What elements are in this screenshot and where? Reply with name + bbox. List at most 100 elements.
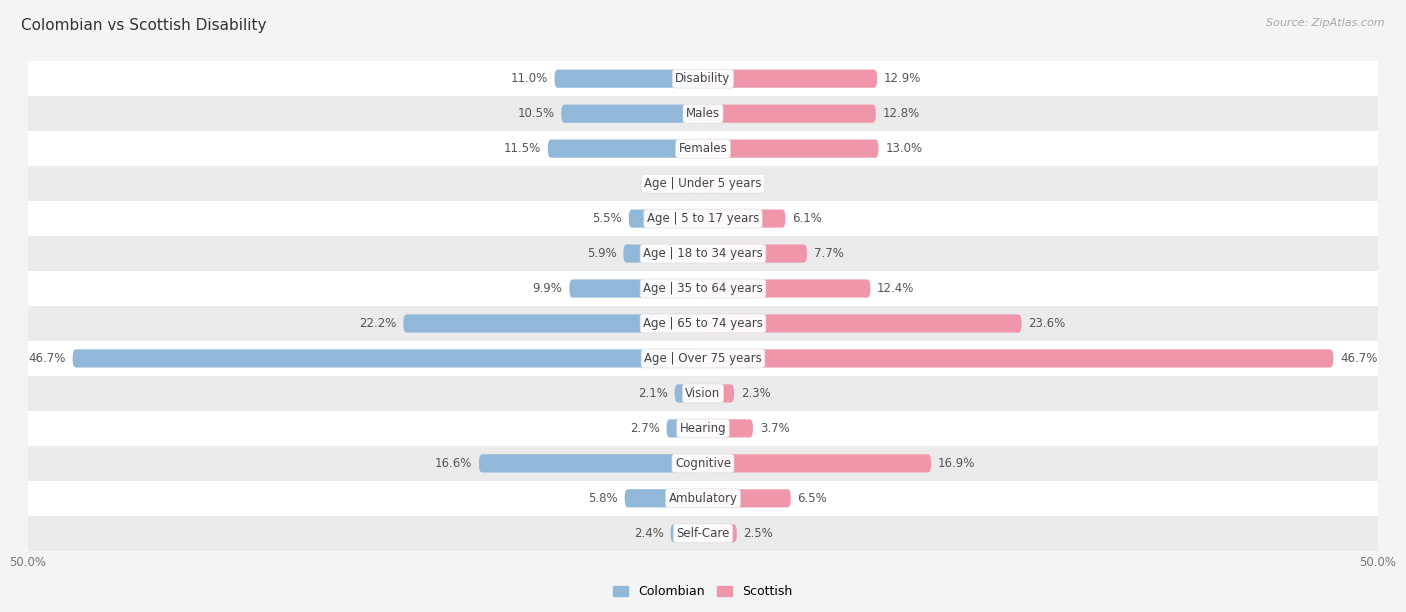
FancyBboxPatch shape	[703, 244, 807, 263]
FancyBboxPatch shape	[675, 384, 703, 403]
Text: 23.6%: 23.6%	[1028, 317, 1066, 330]
FancyBboxPatch shape	[28, 376, 1378, 411]
FancyBboxPatch shape	[554, 70, 703, 88]
Text: 16.9%: 16.9%	[938, 457, 976, 470]
FancyBboxPatch shape	[703, 489, 790, 507]
Bar	[569, 280, 703, 297]
FancyBboxPatch shape	[624, 489, 703, 507]
Text: Age | 65 to 74 years: Age | 65 to 74 years	[643, 317, 763, 330]
FancyBboxPatch shape	[28, 446, 1378, 481]
Text: 6.5%: 6.5%	[797, 492, 827, 505]
Text: 2.1%: 2.1%	[638, 387, 668, 400]
FancyBboxPatch shape	[703, 524, 737, 542]
FancyBboxPatch shape	[686, 174, 703, 193]
Bar	[628, 209, 703, 228]
Bar	[703, 419, 754, 438]
FancyBboxPatch shape	[703, 209, 786, 228]
Bar	[703, 524, 737, 542]
Bar	[703, 70, 877, 88]
FancyBboxPatch shape	[28, 306, 1378, 341]
Text: 9.9%: 9.9%	[533, 282, 562, 295]
FancyBboxPatch shape	[671, 524, 703, 542]
Text: Hearing: Hearing	[679, 422, 727, 435]
Text: 13.0%: 13.0%	[886, 142, 922, 155]
FancyBboxPatch shape	[703, 70, 877, 88]
Bar	[703, 315, 1022, 332]
Text: Vision: Vision	[685, 387, 721, 400]
Text: 16.6%: 16.6%	[434, 457, 472, 470]
Text: Age | 5 to 17 years: Age | 5 to 17 years	[647, 212, 759, 225]
FancyBboxPatch shape	[569, 280, 703, 297]
Text: 5.9%: 5.9%	[586, 247, 617, 260]
Bar	[666, 419, 703, 438]
FancyBboxPatch shape	[28, 341, 1378, 376]
Bar	[703, 209, 786, 228]
FancyBboxPatch shape	[703, 315, 1022, 332]
FancyBboxPatch shape	[548, 140, 703, 158]
Text: Age | 35 to 64 years: Age | 35 to 64 years	[643, 282, 763, 295]
Bar	[623, 244, 703, 263]
Bar	[703, 140, 879, 158]
FancyBboxPatch shape	[28, 481, 1378, 516]
FancyBboxPatch shape	[703, 105, 876, 123]
Text: 46.7%: 46.7%	[28, 352, 66, 365]
Bar	[73, 349, 703, 368]
Text: 2.4%: 2.4%	[634, 527, 664, 540]
Text: Colombian vs Scottish Disability: Colombian vs Scottish Disability	[21, 18, 267, 34]
FancyBboxPatch shape	[73, 349, 703, 368]
Text: Disability: Disability	[675, 72, 731, 85]
Legend: Colombian, Scottish: Colombian, Scottish	[609, 580, 797, 603]
Text: Age | Over 75 years: Age | Over 75 years	[644, 352, 762, 365]
FancyBboxPatch shape	[28, 61, 1378, 96]
Text: 46.7%: 46.7%	[1340, 352, 1378, 365]
Text: 12.9%: 12.9%	[884, 72, 921, 85]
Text: 11.5%: 11.5%	[503, 142, 541, 155]
Bar	[703, 489, 790, 507]
Bar	[404, 315, 703, 332]
FancyBboxPatch shape	[28, 236, 1378, 271]
Text: 10.5%: 10.5%	[517, 107, 554, 120]
FancyBboxPatch shape	[561, 105, 703, 123]
Text: 11.0%: 11.0%	[510, 72, 548, 85]
Text: 22.2%: 22.2%	[359, 317, 396, 330]
Bar	[703, 174, 724, 193]
Bar	[548, 140, 703, 158]
Bar	[554, 70, 703, 88]
Bar	[703, 105, 876, 123]
Bar	[703, 454, 931, 472]
Text: 5.8%: 5.8%	[588, 492, 619, 505]
Bar	[671, 524, 703, 542]
FancyBboxPatch shape	[703, 384, 734, 403]
Bar	[675, 384, 703, 403]
FancyBboxPatch shape	[479, 454, 703, 472]
Text: 2.5%: 2.5%	[744, 527, 773, 540]
FancyBboxPatch shape	[28, 96, 1378, 131]
FancyBboxPatch shape	[703, 454, 931, 472]
Text: 2.7%: 2.7%	[630, 422, 659, 435]
Bar	[686, 174, 703, 193]
FancyBboxPatch shape	[703, 140, 879, 158]
FancyBboxPatch shape	[28, 166, 1378, 201]
FancyBboxPatch shape	[623, 244, 703, 263]
Text: 12.4%: 12.4%	[877, 282, 914, 295]
FancyBboxPatch shape	[28, 516, 1378, 551]
FancyBboxPatch shape	[28, 271, 1378, 306]
FancyBboxPatch shape	[703, 280, 870, 297]
Text: Age | Under 5 years: Age | Under 5 years	[644, 177, 762, 190]
FancyBboxPatch shape	[628, 209, 703, 228]
Text: Cognitive: Cognitive	[675, 457, 731, 470]
Text: 2.3%: 2.3%	[741, 387, 770, 400]
FancyBboxPatch shape	[28, 201, 1378, 236]
Text: 3.7%: 3.7%	[759, 422, 789, 435]
Text: 5.5%: 5.5%	[592, 212, 621, 225]
FancyBboxPatch shape	[404, 315, 703, 332]
FancyBboxPatch shape	[28, 131, 1378, 166]
Bar	[561, 105, 703, 123]
Text: Self-Care: Self-Care	[676, 527, 730, 540]
Text: 6.1%: 6.1%	[792, 212, 823, 225]
Bar	[703, 384, 734, 403]
Bar	[479, 454, 703, 472]
FancyBboxPatch shape	[703, 419, 754, 438]
Text: Source: ZipAtlas.com: Source: ZipAtlas.com	[1267, 18, 1385, 28]
Text: Ambulatory: Ambulatory	[668, 492, 738, 505]
